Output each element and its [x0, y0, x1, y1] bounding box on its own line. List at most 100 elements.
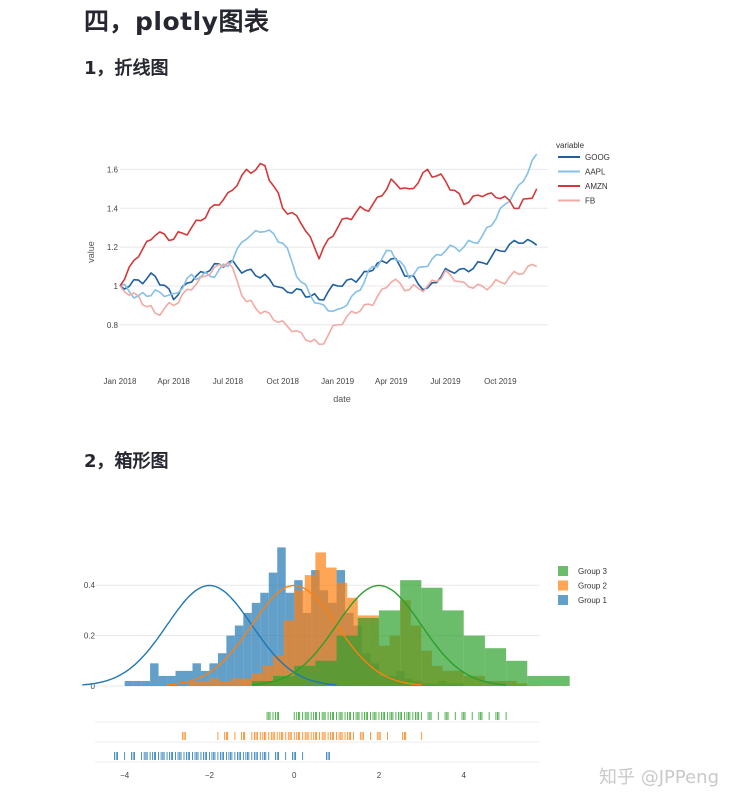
histogram-bar — [241, 678, 252, 686]
histogram-bar — [548, 675, 570, 686]
histogram-bar — [370, 663, 379, 686]
histogram-bar — [453, 670, 464, 686]
histogram-bar — [304, 575, 316, 686]
histogram-bar — [347, 597, 358, 686]
density-curve — [166, 584, 422, 686]
series-line-goog — [119, 238, 538, 301]
x-tick-label: 4 — [461, 771, 466, 780]
legend-swatch — [558, 566, 568, 576]
histogram-bar — [400, 580, 422, 686]
y-axis-title: value — [86, 241, 96, 263]
histogram-bar — [484, 680, 496, 686]
histogram-bar — [410, 625, 422, 686]
histogram-bar — [455, 683, 464, 686]
histogram-bar — [184, 670, 193, 686]
y-tick-label: 0.4 — [84, 581, 96, 590]
histogram-bar — [251, 680, 273, 686]
histogram-bar — [404, 678, 413, 686]
y-tick-label: 0.8 — [107, 321, 119, 330]
histogram-bar — [200, 670, 210, 686]
y-tick-label: 0 — [91, 682, 96, 691]
histogram-bar — [387, 675, 396, 686]
legend-item: Group 1 — [578, 596, 607, 605]
y-tick-label: 1.6 — [107, 165, 119, 174]
x-tick-label: Oct 2019 — [484, 377, 517, 386]
y-tick-label: 0.2 — [84, 632, 96, 641]
histogram-bar — [431, 665, 443, 686]
histogram-bar — [484, 648, 507, 686]
histogram-bar — [285, 592, 295, 686]
histogram-bar — [294, 665, 316, 686]
histogram-bar — [319, 590, 329, 686]
histogram-bar — [158, 675, 168, 686]
histogram-bar — [209, 663, 218, 686]
x-tick-label: Apr 2019 — [375, 377, 408, 386]
series-line-amzn — [119, 162, 538, 287]
x-tick-label: −2 — [205, 771, 215, 780]
density-curve — [82, 584, 337, 686]
legend-item: FB — [585, 197, 595, 206]
histogram-bar — [395, 670, 405, 686]
y-tick-label: 1.4 — [107, 204, 119, 213]
histogram-bar — [175, 670, 184, 686]
x-tick-label: −4 — [120, 771, 130, 780]
histogram-bar — [268, 572, 278, 686]
histogram-bar — [273, 655, 284, 686]
histogram-bar — [251, 602, 261, 686]
histogram-bar — [198, 680, 210, 686]
histogram-bar — [442, 670, 454, 686]
histogram-bar — [336, 635, 358, 686]
x-tick-label: Apr 2018 — [157, 377, 190, 386]
histogram-bar — [378, 675, 388, 686]
histogram-bar — [429, 683, 439, 686]
histogram-bar — [463, 635, 485, 686]
x-axis-title: date — [333, 394, 351, 404]
histogram-bar — [230, 678, 242, 686]
histogram-bar — [328, 602, 337, 686]
legend-item: AMZN — [585, 182, 608, 191]
histogram-bar — [421, 587, 443, 686]
histogram-bar — [192, 663, 201, 686]
x-tick-label: 0 — [292, 771, 297, 780]
legend-swatch — [558, 580, 568, 591]
x-tick-label: 2 — [377, 771, 382, 780]
legend-item: Group 3 — [578, 567, 607, 576]
x-tick-label: Jan 2018 — [104, 377, 137, 386]
legend-item: AAPL — [585, 168, 606, 177]
histogram-bar — [277, 547, 286, 686]
histogram-bar — [400, 600, 411, 686]
histogram-bar — [283, 620, 295, 686]
page-title: 四，plotly图表 — [84, 7, 270, 36]
histogram-bar — [345, 612, 354, 686]
section-heading-line-chart: 1，折线图 — [84, 58, 169, 79]
histogram-bar — [353, 625, 362, 686]
histogram-bar — [133, 680, 142, 686]
histogram-bar — [421, 650, 432, 686]
histogram-bar — [421, 683, 430, 686]
histogram-bar — [311, 570, 320, 686]
x-tick-label: Oct 2018 — [267, 377, 300, 386]
histogram-bar — [442, 610, 464, 686]
histogram-bar — [412, 680, 422, 686]
histogram-bar — [294, 580, 303, 686]
histogram-bar — [325, 567, 337, 686]
histogram-bar — [463, 675, 475, 686]
histogram-bar — [220, 680, 231, 686]
histogram-bar — [378, 610, 401, 686]
histogram-bar — [226, 635, 235, 686]
legend-item: Group 2 — [578, 582, 607, 591]
y-tick-label: 1 — [114, 282, 119, 291]
histogram-bar — [302, 612, 312, 686]
histogram-bar — [357, 617, 379, 686]
histogram-bar — [262, 665, 273, 686]
histogram-bar — [234, 625, 244, 686]
histogram-bar — [506, 660, 528, 686]
histogram-bar — [368, 615, 379, 686]
histogram-bar — [124, 680, 134, 686]
histogram-bar — [438, 680, 447, 686]
x-tick-label: Jul 2019 — [430, 377, 461, 386]
histogram-bar — [260, 592, 269, 686]
histogram-bar — [273, 675, 295, 686]
histogram-bar — [141, 680, 151, 686]
histogram-bar — [167, 675, 176, 686]
